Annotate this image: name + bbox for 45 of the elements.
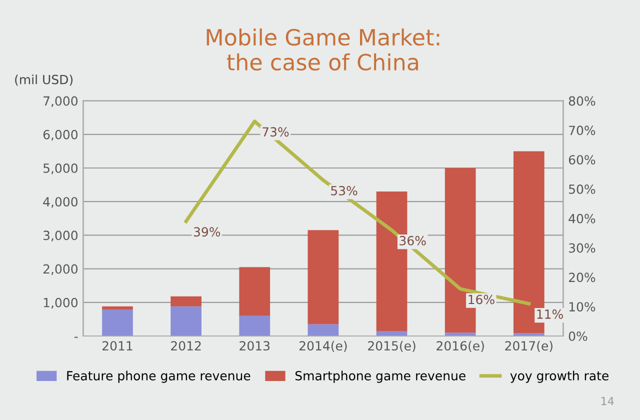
y-tick-label: -: [74, 336, 78, 338]
y2-tick-label: 0%: [568, 331, 588, 341]
legend-label: Feature phone game revenue: [67, 370, 250, 383]
bar: [239, 267, 270, 316]
bar: [102, 310, 133, 336]
data-label: 36%: [400, 236, 426, 246]
bar: [102, 306, 133, 310]
y2-tick-label: 80%: [568, 96, 596, 106]
y-tick-label: 1,000: [44, 298, 78, 309]
x-tick-label: 2014(e): [299, 340, 347, 352]
y-axis-title: (mil USD): [15, 74, 73, 86]
x-tick-label: 2013: [240, 341, 270, 351]
x-tick-label: 2012: [171, 341, 201, 351]
x-tick-label: 2011: [102, 341, 132, 351]
y-tick-label: 6,000: [43, 130, 78, 141]
legend-label: Smartphone game revenue: [295, 370, 466, 383]
data-label: 53%: [331, 186, 358, 196]
y2-tick-label: 20%: [568, 272, 596, 282]
y-tick-label: 4,000: [43, 197, 78, 208]
y2-tick-label: 50%: [569, 184, 596, 194]
y2-tick-label: 40%: [568, 214, 596, 224]
bar: [444, 332, 476, 336]
data-label: 16%: [468, 294, 494, 304]
bar: [308, 230, 339, 324]
text: 14: [601, 396, 614, 406]
data-label: 39%: [194, 227, 220, 237]
bar: [239, 316, 270, 336]
bar: [170, 306, 202, 336]
x-tick-label: 2015(e): [368, 340, 416, 352]
data-label: 73%: [262, 127, 289, 137]
data-label: 11%: [537, 309, 563, 319]
y2-tick-label: 30%: [569, 243, 596, 253]
y2-tick-label: 70%: [569, 126, 596, 136]
y2-tick-label: 60%: [568, 155, 596, 165]
x-tick-label: 2016(e): [436, 340, 484, 352]
chart-title: Mobile Game Market: the case of China: [206, 28, 440, 71]
y2-tick-label: 10%: [569, 302, 596, 312]
x-tick-label: 2017(e): [505, 340, 552, 352]
bar: [308, 324, 339, 336]
y-tick-label: 3,000: [44, 230, 78, 242]
bar: [170, 296, 202, 306]
legend-label: yoy growth rate: [510, 370, 608, 383]
y-tick-label: 5,000: [44, 163, 78, 174]
y-tick-label: 7,000: [44, 96, 78, 107]
y-tick-label: 2,000: [43, 264, 78, 275]
